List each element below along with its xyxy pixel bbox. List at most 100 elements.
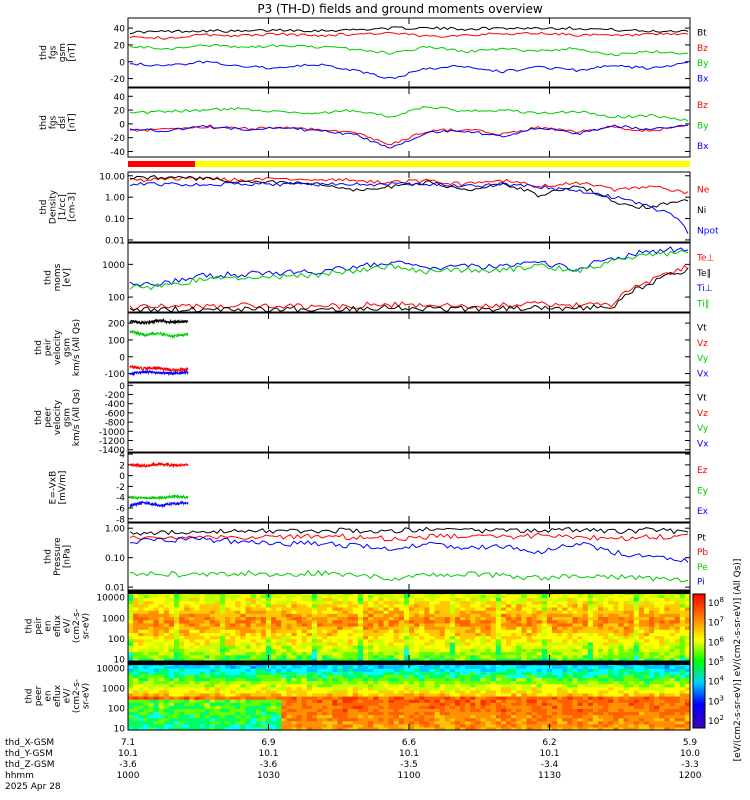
spectrogram-cell [434,699,441,703]
spectrogram-cell [480,705,487,709]
spectrogram-cell [373,616,379,621]
spectrogram-cell [460,702,466,706]
spectrogram-cell [153,606,160,611]
spectrogram-cell [286,606,293,611]
spectrogram-cell [363,641,369,646]
spectrogram-cell [179,651,185,656]
spectrogram-cell [291,723,298,728]
spectrogram-cell [128,726,134,731]
spectrogram-cell [133,619,139,624]
spectrogram-cell [587,635,594,640]
spectrogram-cell [598,714,604,719]
spectrogram-cell [490,723,497,728]
spectrogram-cell [531,629,538,633]
spectrogram-cell [194,645,201,649]
spectrogram-cell [649,638,655,643]
spectrogram-cell [644,619,650,624]
spectrogram-cell [173,708,180,713]
spectrogram-cell [644,641,650,646]
ytick-label: 100 [108,705,125,715]
spectrogram-cell [265,629,272,633]
spectrogram-cell [414,619,420,624]
spectrogram-cell [490,668,497,672]
spectrogram-cell [342,651,349,656]
spectrogram-cell [414,654,420,659]
spectrogram-cell [587,610,594,614]
spectrogram-cell [163,622,170,627]
spectrogram-cell [434,680,441,685]
spectrogram-cell [240,651,247,656]
spectrogram-cell [194,600,201,605]
spectrogram-cell [306,726,313,731]
spectrogram-cell [301,683,308,688]
spectrogram-cell [490,629,497,633]
spectrogram-cell [219,720,226,725]
ylabel-peir_velocity: peir [44,338,54,356]
spectrogram-cell [654,657,660,662]
spectrogram-cell [255,641,262,646]
spectrogram-cell [541,705,548,709]
spectrogram-cell [603,648,609,653]
spectrogram-cell [638,638,645,643]
spectrogram-cell [357,603,364,608]
spectrogram-cell [500,699,507,703]
spectrogram-cell [337,645,344,649]
series-te∥ [129,267,689,313]
spectrogram-cell [414,696,420,700]
spectrogram-cell [163,723,170,728]
spectrogram-cell [449,651,456,656]
spectrogram-cell [454,686,461,691]
spectrogram-cell [214,648,221,653]
spectrogram-cell [674,657,681,662]
spectrogram-cell [378,711,385,716]
spectrogram-cell [613,689,620,694]
spectrogram-cell [470,714,477,719]
spectrogram-cell [199,619,206,624]
spectrogram-cell [148,632,155,637]
spectrogram-cell [398,635,405,640]
spectrogram-cell [460,597,466,602]
spectrogram-cell [603,726,609,731]
ytick-label: 20 [114,41,126,51]
spectrogram-cell [454,692,461,697]
spectrogram-cell [649,641,655,646]
spectrogram-cell [219,616,226,621]
spectrogram-cell [562,597,568,602]
spectrogram-cell [460,677,466,682]
spectrogram-cell [378,648,385,653]
spectrogram-cell [398,600,405,605]
spectrogram-cell [598,613,604,618]
spectrogram-cell [173,654,180,659]
spectrogram-cell [567,648,574,653]
spectrogram-cell [414,626,420,630]
spectrogram-cell [373,638,379,643]
spectrogram-cell [311,597,318,602]
spectrogram-cell [378,622,385,627]
spectrogram-cell [613,594,620,598]
spectrogram-cell [276,648,282,653]
spectrogram-cell [276,610,282,614]
spectrogram-cell [449,645,456,649]
spectrogram-cell [613,600,620,605]
spectrogram-cell [204,671,211,675]
spectrogram-cell [511,714,517,719]
spectrogram-cell [286,597,293,602]
spectrogram-cell [342,619,349,624]
spectrogram-cell [577,723,584,728]
spectrogram-cell [454,594,461,598]
spectrogram-cell [235,657,241,662]
spectrogram-cell [373,641,379,646]
spectrogram-cell [378,632,385,637]
spectrogram-cell [618,619,625,624]
spectrogram-cell [603,645,609,649]
spectrogram-cell [562,622,568,627]
ylabel-pressure: [nPa] [63,545,73,568]
spectrogram-cell [260,622,267,627]
spectrogram-cell [240,619,247,624]
spectrogram-cell [669,597,676,602]
spectrogram-cell [383,668,390,672]
spectrogram-cell [240,677,247,682]
spectrogram-cell [552,629,558,633]
spectrogram-cell [470,668,477,672]
spectrogram-cell [347,668,354,672]
